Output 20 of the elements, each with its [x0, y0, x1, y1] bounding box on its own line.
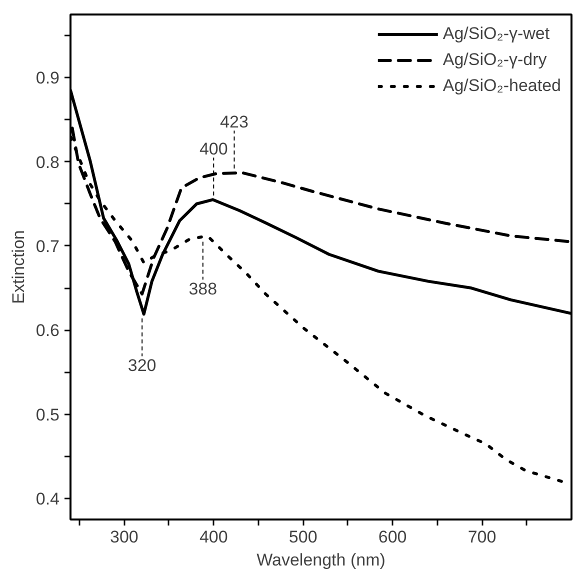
x-tick-label: 500 [288, 528, 318, 546]
annotation: 320 [128, 356, 156, 376]
y-axis-title: Extinction [8, 230, 28, 304]
y-tick-label: 0.7 [36, 236, 60, 256]
x-tick-label: 700 [468, 528, 496, 546]
x-tick-label: 600 [378, 528, 407, 546]
y-tick-label: 0.5 [36, 405, 60, 424]
annotation: 400 [199, 140, 228, 159]
legend-label: Ag/SiO₂-γ-dry [442, 50, 547, 70]
y-tick-label: 0.9 [36, 68, 60, 88]
annotation: 388 [188, 280, 218, 299]
y-tick-label: 0.6 [36, 321, 60, 340]
x-axis-title: Wavelength (nm) [256, 550, 386, 570]
legend-label: Ag/SiO₂-heated [442, 76, 561, 96]
legend-label: Ag/SiO₂-γ-wet [442, 24, 550, 44]
x-tick-label: 300 [110, 528, 138, 546]
annotation: 423 [220, 112, 248, 132]
y-tick-label: 0.4 [36, 489, 60, 508]
y-tick-label: 0.8 [36, 152, 60, 172]
x-tick-label: 400 [199, 528, 228, 546]
